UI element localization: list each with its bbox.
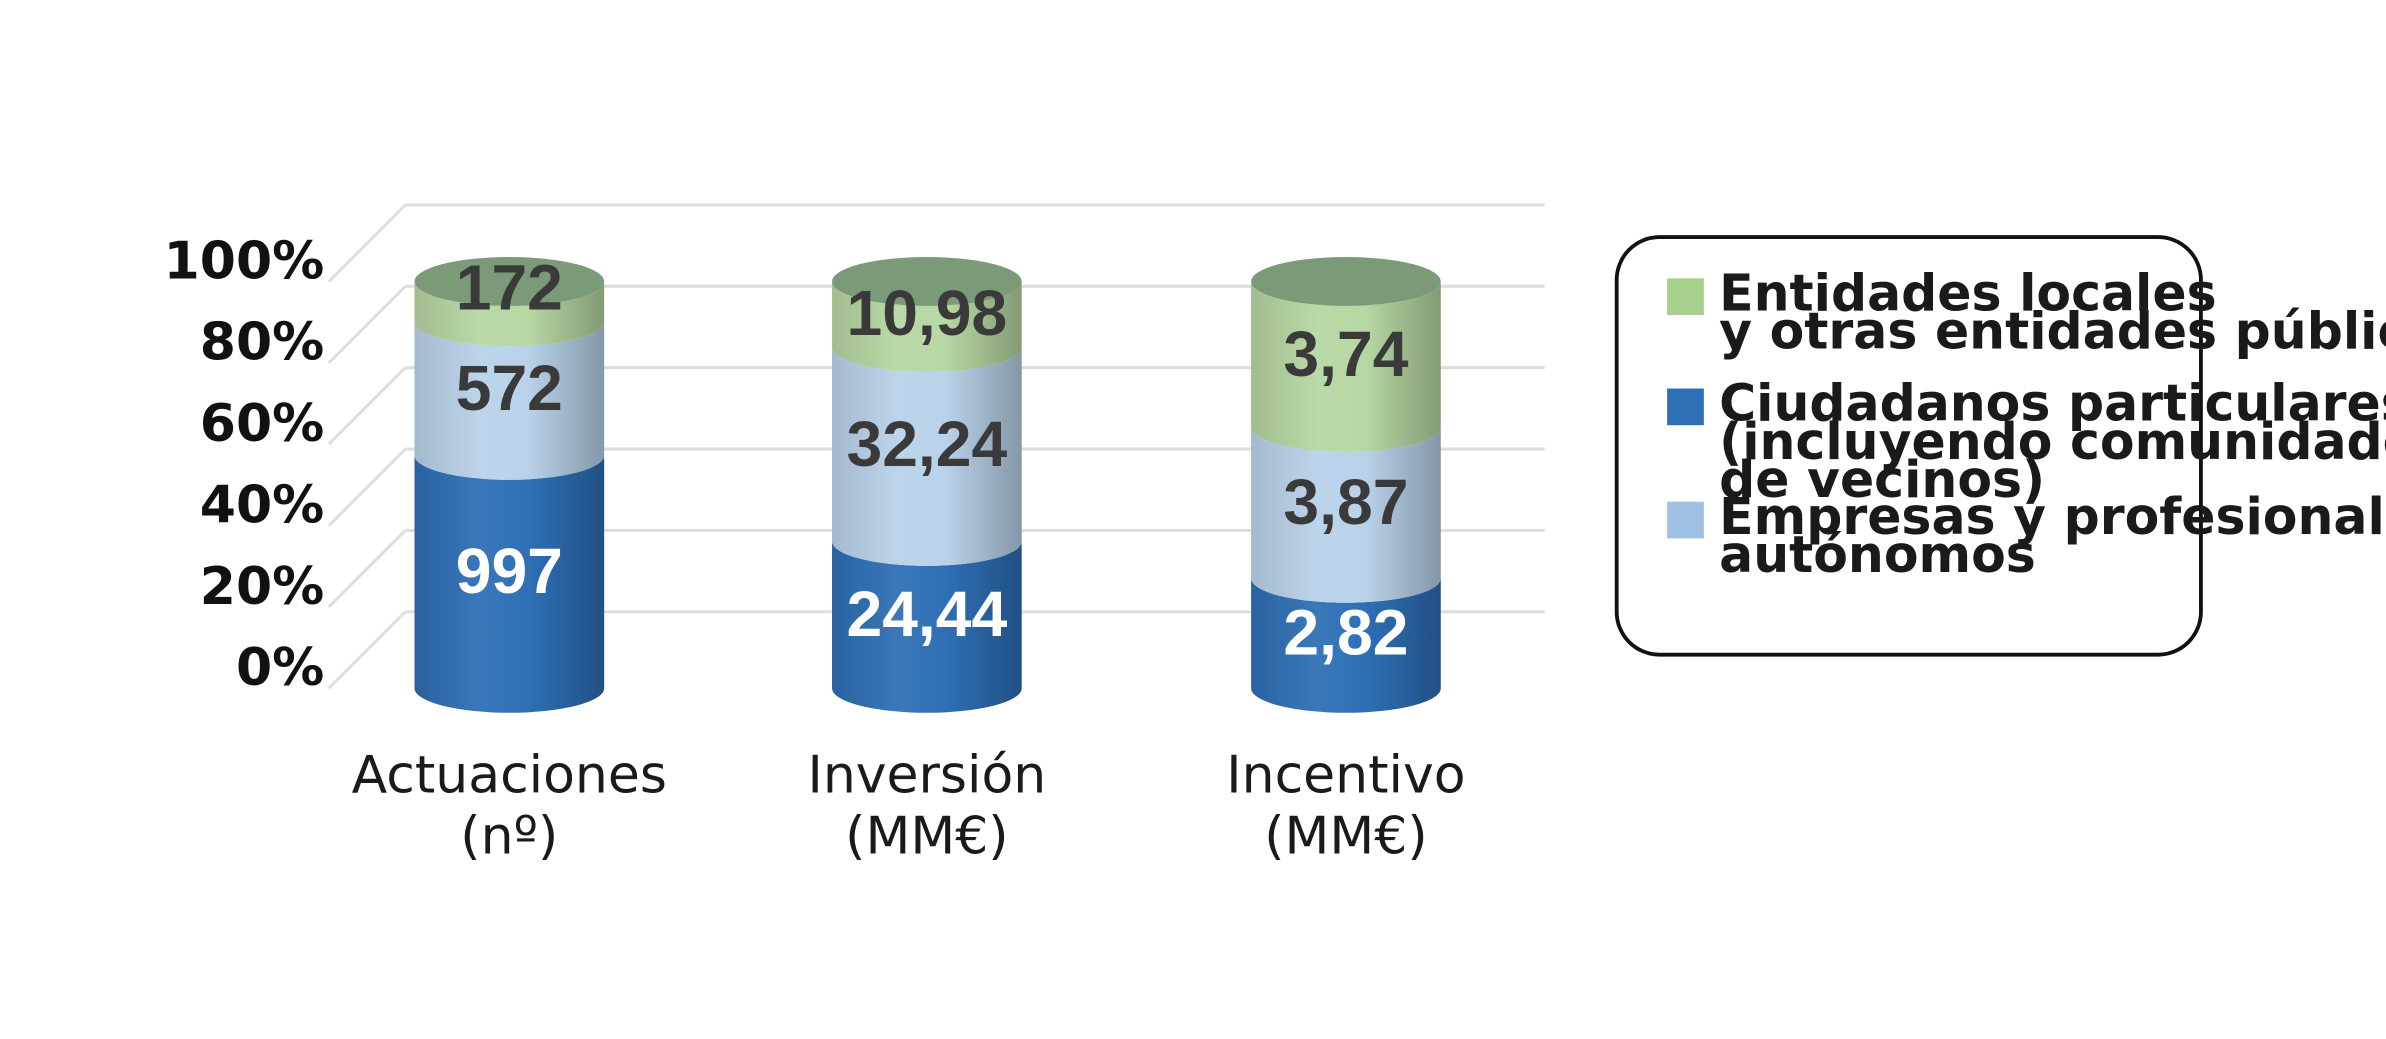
bar-top-cap [1251,256,1441,306]
bar-segment [414,281,605,347]
gridline-diagonal [327,366,407,446]
x-tick-label: (MM€) [1264,807,1427,867]
bars: 997 572 172 24,44 32,24 10,98 2,82 3,87 3,74 [414,251,1441,713]
gridline-diagonal [327,285,407,364]
legend-box [1614,235,2203,657]
bar-top-cap [832,256,1022,306]
legend-label: Empresas y profesionales [1719,487,2386,546]
y-tick-label: 40% [200,476,324,536]
gridline-diagonal [327,203,407,283]
bar-segment [1251,427,1441,603]
x-tick-label: (nº) [460,807,558,867]
legend-swatch [1667,501,1704,539]
legend-label: (incluyendo comunidades [1719,412,2386,471]
bar-segment [414,455,605,713]
bar-segment [1251,578,1441,713]
x-axis-labels: Actuaciones(nº)Inversión(MM€)Incentivo(M… [352,745,1466,866]
bar-top-cap [414,256,605,306]
cylinder-bar: 24,44 32,24 10,98 [832,256,1022,713]
y-tick-label: 20% [200,557,324,617]
legend-swatch [1667,388,1704,426]
y-tick-label: 0% [236,638,324,698]
x-tick-label: Incentivo [1226,745,1465,805]
y-tick-label: 100% [164,231,325,291]
data-label: 10,98 [846,277,1007,349]
data-label: 24,44 [846,578,1007,650]
data-label: 572 [456,352,563,424]
data-label: 3,74 [1283,318,1408,390]
bar-segment [832,541,1022,713]
data-label: 997 [456,535,563,607]
x-tick-label: (MM€) [845,807,1008,867]
bar-segment [414,321,605,480]
legend-label: de vecinos) [1719,450,2045,509]
legend-swatch [1667,278,1704,316]
data-label: 172 [456,251,563,323]
legend-label: Ciudadanos particulares [1719,374,2386,433]
y-axis-ticks: 0% 20% 40% 60% 80% 100% [164,231,325,698]
x-tick-label: Actuaciones [352,745,667,805]
cylinder-bar: 997 572 172 [414,251,605,713]
data-label: 32,24 [846,408,1007,480]
y-tick-label: 80% [200,313,324,373]
legend-label: autónomos [1719,525,2036,584]
legend-label: y otras entidades públicas [1719,302,2386,361]
data-label: 2,82 [1283,597,1408,669]
legend-label: Entidades locales [1719,264,2216,323]
data-label: 3,87 [1283,466,1408,538]
x-tick-label: Inversión [807,745,1046,805]
bar-segment [832,347,1022,566]
y-tick-label: 60% [200,394,324,454]
cylinder-bar: 2,82 3,87 3,74 [1251,256,1441,713]
legend-item: Ciudadanos particulares(incluyendo comun… [1667,374,2386,509]
bar-segment [832,281,1022,372]
gridline-diagonal [327,448,407,527]
bar-segment [1251,281,1441,452]
gridline-diagonal [327,529,407,609]
gridline-diagonal [327,610,407,690]
